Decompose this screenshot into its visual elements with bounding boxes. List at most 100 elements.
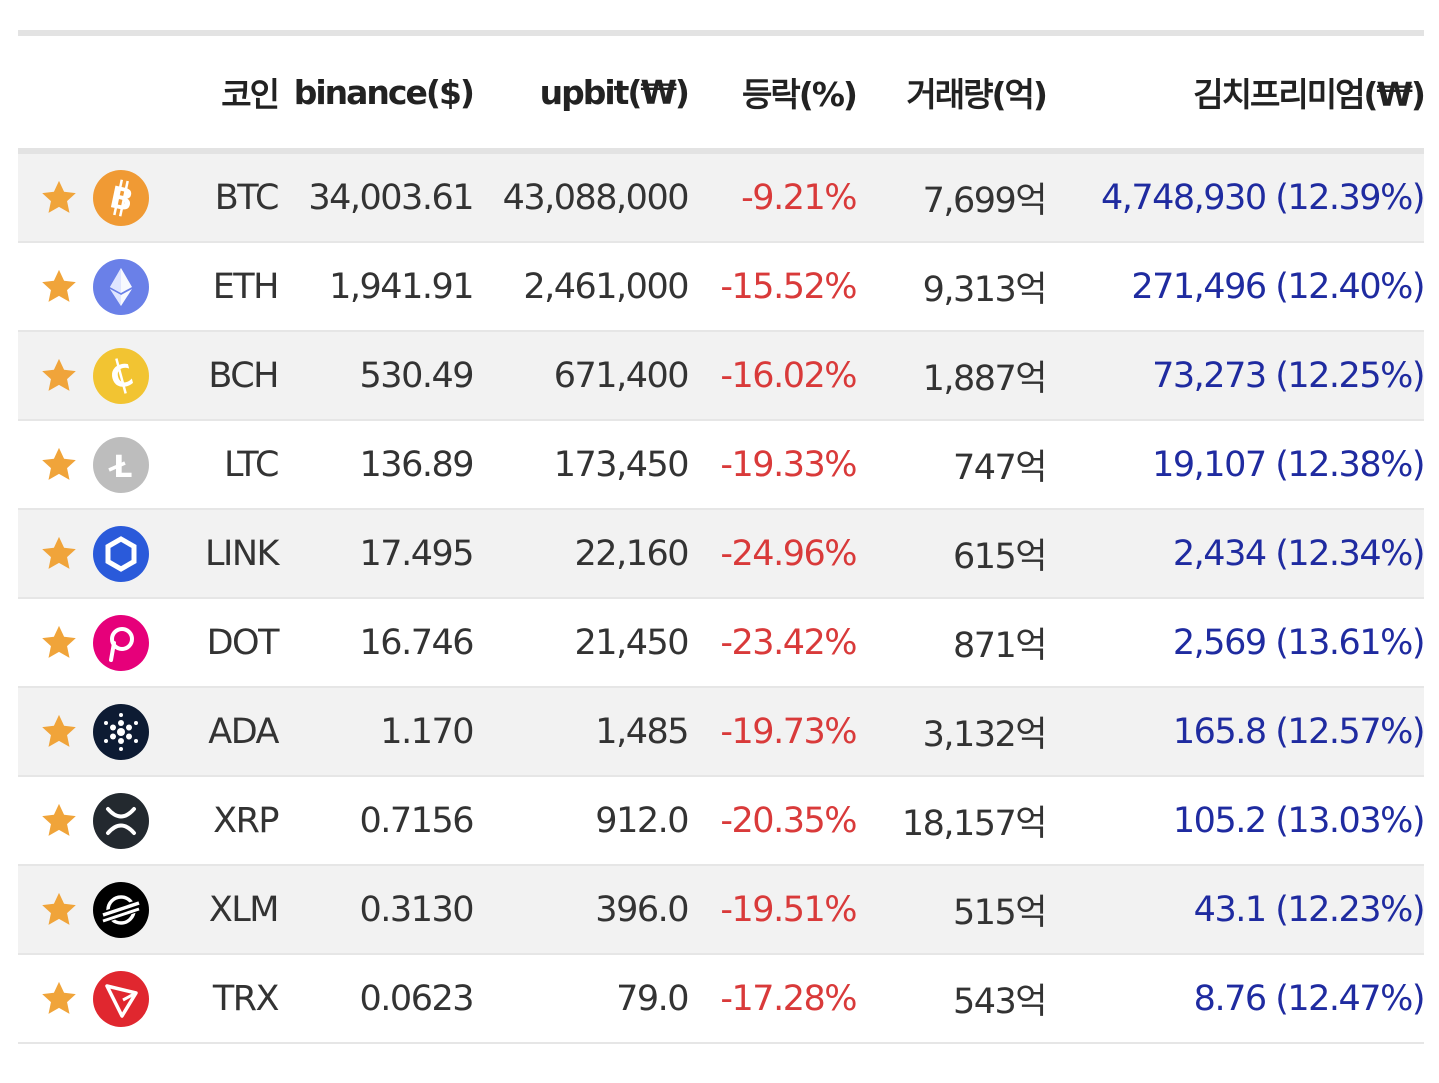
table-row-trx[interactable]: TRX 0.0623 79.0 -17.28% 543억 8.76 (12.47%) (18, 955, 1426, 1044)
cardano-icon (93, 703, 149, 760)
row-icons (18, 792, 163, 849)
chainlink-icon (93, 525, 149, 582)
header-kimchi-premium[interactable]: 김치프리미엄(₩) (1193, 75, 1426, 114)
row-icons (18, 703, 163, 760)
table-row-xrp[interactable]: XRP 0.7156 912.0 -20.35% 18,157억 105.2 (13.03… (18, 777, 1426, 866)
binance-price: 16.746 (359, 622, 475, 663)
kimchi-premium: 105.2 (13.03%) (1172, 800, 1426, 841)
header-binance[interactable]: binance($) (293, 72, 475, 112)
binance-price: 17.495 (359, 533, 475, 574)
kimchi-premium: 271,496 (12.40%) (1131, 266, 1425, 307)
row-icons: B (18, 169, 163, 226)
trade-volume: 615억 (952, 537, 1048, 577)
table-row-ada[interactable]: ADA 1.170 1,485 -19.73% 3,132억 165.8 (12.57%) (18, 688, 1426, 777)
svg-text:L: L (113, 450, 132, 485)
price-change: -16.02% (720, 355, 857, 396)
coin-symbol: BTC (214, 177, 280, 218)
coin-price-table: 코인 binance($) upbit(₩) 등락(%) 거래량(억) 김치프리… (18, 30, 1426, 1044)
binance-price: 34,003.61 (308, 177, 474, 218)
binance-price: 136.89 (359, 444, 475, 485)
binance-price: 1,941.91 (329, 266, 474, 307)
tron-icon (93, 970, 149, 1027)
favorite-star-icon[interactable] (36, 976, 82, 1022)
price-change: -24.96% (720, 533, 857, 574)
binance-price: 0.7156 (359, 800, 475, 841)
favorite-star-icon[interactable] (36, 264, 82, 310)
row-icons (18, 525, 163, 582)
kimchi-premium: 4,748,930 (12.39%) (1100, 177, 1426, 218)
binance-price: 0.3130 (359, 889, 475, 930)
kimchi-premium: 2,569 (13.61%) (1172, 622, 1426, 663)
kimchi-premium: 8.76 (12.47%) (1193, 978, 1426, 1019)
price-change: -19.33% (720, 444, 857, 485)
bitcoin-cash-icon: C (93, 347, 149, 404)
price-change: -20.35% (720, 800, 857, 841)
upbit-price: 912.0 (595, 800, 689, 841)
favorite-star-icon[interactable] (36, 709, 82, 755)
table-header: 코인 binance($) upbit(₩) 등락(%) 거래량(억) 김치프리… (18, 36, 1426, 154)
trade-volume: 515억 (952, 893, 1048, 933)
header-change[interactable]: 등락(%) (742, 75, 858, 114)
upbit-price: 22,160 (574, 533, 690, 574)
litecoin-icon: L (93, 436, 149, 493)
top-divider (18, 30, 1424, 36)
coin-symbol: TRX (212, 978, 280, 1019)
ethereum-icon (93, 258, 149, 315)
coin-symbol: DOT (206, 622, 280, 663)
table-row-bch[interactable]: C BCH 530.49 671,400 -16.02% 1,887억 73,273 (12… (18, 332, 1426, 421)
favorite-star-icon[interactable] (36, 620, 82, 666)
header-coin[interactable]: 코인 (221, 75, 280, 114)
price-change: -23.42% (720, 622, 857, 663)
table-row-eth[interactable]: ETH 1,941.91 2,461,000 -15.52% 9,313억 271,496… (18, 243, 1426, 332)
favorite-star-icon[interactable] (36, 531, 82, 577)
kimchi-premium: 165.8 (12.57%) (1172, 711, 1426, 752)
price-change: -19.51% (720, 889, 857, 930)
kimchi-premium: 73,273 (12.25%) (1152, 355, 1425, 396)
upbit-price: 21,450 (574, 622, 690, 663)
kimchi-premium: 2,434 (12.34%) (1172, 533, 1426, 574)
row-icons: C (18, 347, 163, 404)
upbit-price: 79.0 (616, 978, 689, 1019)
trade-volume: 18,157억 (901, 804, 1048, 844)
coin-symbol: BCH (208, 355, 279, 396)
price-change: -19.73% (720, 711, 857, 752)
trade-volume: 543억 (952, 982, 1048, 1022)
trade-volume: 7,699억 (922, 181, 1048, 221)
xrp-icon (93, 792, 149, 849)
trade-volume: 747억 (952, 448, 1048, 488)
coin-symbol: XLM (208, 889, 280, 930)
row-icons (18, 614, 163, 671)
trade-volume: 3,132억 (922, 715, 1048, 755)
header-volume[interactable]: 거래량(억) (906, 75, 1048, 114)
trade-volume: 871억 (952, 626, 1048, 666)
row-icons: L (18, 436, 163, 493)
table-row-btc[interactable]: B BTC 34,003.61 43,088,000 -9.21% 7,699억 4,748… (18, 154, 1426, 243)
table-row-link[interactable]: LINK 17.495 22,160 -24.96% 615억 2,434 (12.34%… (18, 510, 1426, 599)
polkadot-icon (93, 614, 149, 671)
stellar-icon (93, 881, 149, 938)
upbit-price: 396.0 (595, 889, 689, 930)
coin-symbol: LTC (224, 444, 279, 485)
favorite-star-icon[interactable] (36, 798, 82, 844)
upbit-price: 43,088,000 (502, 177, 690, 218)
table-row-ltc[interactable]: L LTC 136.89 173,450 -19.33% 747억 19,107 (12.3… (18, 421, 1426, 510)
coin-symbol: ETH (212, 266, 280, 307)
binance-price: 0.0623 (359, 978, 475, 1019)
header-upbit[interactable]: upbit(₩) (539, 72, 690, 112)
bitcoin-icon: B (93, 169, 149, 226)
favorite-star-icon[interactable] (36, 353, 82, 399)
price-change: -15.52% (720, 266, 857, 307)
favorite-star-icon[interactable] (36, 887, 82, 933)
upbit-price: 2,461,000 (523, 266, 689, 307)
favorite-star-icon[interactable] (36, 175, 82, 221)
coin-symbol: ADA (208, 711, 279, 752)
trade-volume: 1,887억 (922, 359, 1048, 399)
upbit-price: 173,450 (553, 444, 690, 485)
kimchi-premium: 43.1 (12.23%) (1193, 889, 1426, 930)
table-row-dot[interactable]: DOT 16.746 21,450 -23.42% 871억 2,569 (13.61%) (18, 599, 1426, 688)
favorite-star-icon[interactable] (36, 442, 82, 488)
binance-price: 530.49 (359, 355, 475, 396)
row-icons (18, 970, 163, 1027)
upbit-price: 671,400 (553, 355, 690, 396)
table-row-xlm[interactable]: XLM 0.3130 396.0 -19.51% 515억 43.1 (12.23%) (18, 866, 1426, 955)
